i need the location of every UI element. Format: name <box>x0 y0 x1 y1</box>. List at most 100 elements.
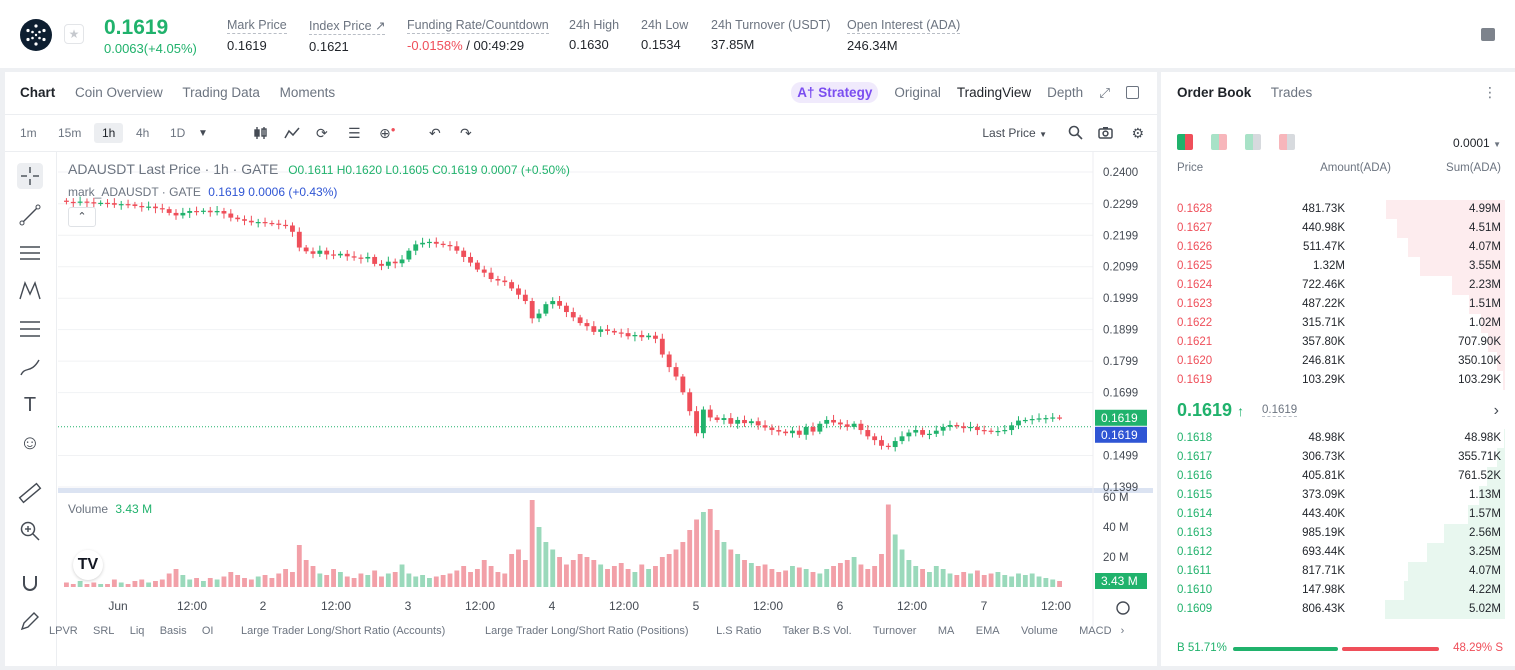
ask-row[interactable]: 0.1620 246.81K 350.10K <box>1161 352 1515 371</box>
bid-row[interactable]: 0.1618 48.98K 48.98K <box>1161 429 1515 448</box>
bid-row[interactable]: 0.1614 443.40K 1.57M <box>1161 505 1515 524</box>
chevron-right-icon[interactable]: › <box>1120 625 1125 637</box>
timeframe-15m[interactable]: 15m <box>58 126 82 140</box>
indicator-item[interactable]: Taker B.S Vol. <box>782 625 852 637</box>
indicator-item[interactable]: Volume <box>1021 625 1058 637</box>
chart-area[interactable]: 0.2400 0.2299 0.2199 0.2099 0.1999 0.1899 0.17… <box>58 152 1157 666</box>
emoji-icon[interactable]: ☺ <box>19 432 41 454</box>
fib-icon[interactable] <box>17 316 43 342</box>
pattern-icon[interactable] <box>17 278 43 304</box>
timeframe-dropdown-icon[interactable]: ▼ <box>198 128 208 139</box>
expand-icon[interactable]: ⤢ <box>1099 84 1110 100</box>
timeframe-1d[interactable]: 1D <box>170 126 186 140</box>
compare-icon[interactable]: ⟳ <box>316 125 328 141</box>
stat-mark-price[interactable]: Mark Price 0.1619 <box>227 18 287 53</box>
timeframe-4h[interactable]: 4h <box>136 126 150 140</box>
indicator-item[interactable]: Basis <box>159 625 187 637</box>
indicator-item[interactable]: L.S Ratio <box>716 625 762 637</box>
ruler-icon[interactable] <box>17 480 43 506</box>
brush-icon[interactable] <box>17 354 43 380</box>
tab-original[interactable]: Original <box>894 85 941 100</box>
stat-index-price[interactable]: Index Price ↗ 0.1621 <box>309 19 386 54</box>
timeframe-1m[interactable]: 1m <box>20 126 37 140</box>
indicator-item[interactable]: LPVR <box>49 625 78 637</box>
bid-row[interactable]: 0.1609 806.43K 5.02M <box>1161 600 1515 619</box>
ask-row[interactable]: 0.1625 1.32M 3.55M <box>1161 257 1515 276</box>
tab-chart[interactable]: Chart <box>20 85 56 100</box>
price-chart[interactable]: 0.2400 0.2299 0.2199 0.2099 0.1999 0.1899 0.17… <box>58 152 1157 626</box>
candle-body <box>98 202 104 205</box>
stat-funding-rate[interactable]: Funding Rate/Countdown -0.0158% / 00:49:… <box>407 18 549 53</box>
candle-body <box>406 250 412 260</box>
collapse-legend-button[interactable]: ⌃ <box>68 207 96 227</box>
pencil-icon[interactable] <box>17 608 43 634</box>
tab-depth[interactable]: Depth <box>1047 85 1084 100</box>
book-icon[interactable] <box>1481 28 1495 41</box>
view-bids-icon[interactable] <box>1245 134 1261 150</box>
horizontal-lines-icon[interactable] <box>17 240 43 266</box>
ask-row[interactable]: 0.1621 357.80K 707.90K <box>1161 333 1515 352</box>
tab-trading-data[interactable]: Trading Data <box>182 85 260 100</box>
bid-row[interactable]: 0.1615 373.09K 1.13M <box>1161 486 1515 505</box>
window-icon[interactable] <box>1126 86 1139 99</box>
volume-bar <box>379 576 384 587</box>
view-both-icon[interactable] <box>1177 134 1193 150</box>
camera-icon[interactable] <box>1098 125 1113 143</box>
bid-row[interactable]: 0.1610 147.98K 4.22M <box>1161 581 1515 600</box>
tab-tradingview[interactable]: TradingView <box>956 85 1032 100</box>
indicator-item[interactable]: MACD <box>1079 625 1112 637</box>
ask-row[interactable]: 0.1628 481.73K 4.99M <box>1161 200 1515 219</box>
candle-body <box>385 261 391 266</box>
ask-row[interactable]: 0.1626 511.47K 4.07M <box>1161 238 1515 257</box>
add-indicator-icon[interactable]: ⊕● <box>379 125 396 141</box>
tab-moments[interactable]: Moments <box>279 85 336 100</box>
candle-body <box>673 367 679 377</box>
ask-row[interactable]: 0.1622 315.71K 1.02M <box>1161 314 1515 333</box>
bid-row[interactable]: 0.1612 693.44K 3.25M <box>1161 543 1515 562</box>
tab-trades[interactable]: Trades <box>1270 85 1313 100</box>
indicator-item[interactable]: Liq <box>129 625 145 637</box>
bid-row[interactable]: 0.1617 306.73K 355.71K <box>1161 448 1515 467</box>
price-type-select[interactable]: Last Price ▼ <box>982 126 1047 140</box>
more-options-icon[interactable]: ⋮ <box>1483 84 1497 100</box>
ask-row[interactable]: 0.1624 722.46K 2.23M <box>1161 276 1515 295</box>
zoom-in-icon[interactable] <box>17 518 43 544</box>
chevron-right-icon[interactable]: › <box>1493 402 1499 419</box>
magnet-icon[interactable] <box>17 570 43 596</box>
indicator-item[interactable]: Large Trader Long/Short Ratio (Accounts) <box>241 625 446 637</box>
candle-body <box>837 422 843 425</box>
settings-gear-icon[interactable]: ⚙ <box>1131 125 1144 141</box>
bid-row[interactable]: 0.1611 817.71K 4.07M <box>1161 562 1515 581</box>
templates-icon[interactable]: ☰ <box>348 125 361 141</box>
trend-line-icon[interactable] <box>17 202 43 228</box>
indicators-icon[interactable] <box>284 125 300 144</box>
indicator-item[interactable]: EMA <box>975 625 1000 637</box>
strategy-button[interactable]: A† Strategy <box>791 82 879 103</box>
view-asks-icon[interactable] <box>1279 134 1295 150</box>
crosshair-icon[interactable] <box>17 163 43 189</box>
favorite-star-icon[interactable]: ★ <box>64 24 84 44</box>
undo-icon[interactable]: ↶ <box>429 125 441 141</box>
stat-open-interest[interactable]: Open Interest (ADA) 246.34M <box>847 18 961 53</box>
row-price: 0.1626 <box>1177 241 1213 253</box>
precision-select[interactable]: 0.0001 ▼ <box>1453 136 1501 150</box>
search-icon[interactable] <box>1068 125 1083 143</box>
candle-type-icon[interactable] <box>253 125 269 144</box>
tab-coin-overview[interactable]: Coin Overview <box>75 85 163 100</box>
ask-row[interactable]: 0.1619 103.29K 103.29K <box>1161 371 1515 390</box>
tab-order-book[interactable]: Order Book <box>1177 85 1252 100</box>
ask-row[interactable]: 0.1623 487.22K 1.51M <box>1161 295 1515 314</box>
timeframe-1h[interactable]: 1h <box>94 123 124 143</box>
indicator-item[interactable]: MA <box>937 625 955 637</box>
indicator-item[interactable]: OI <box>201 625 214 637</box>
text-tool-icon[interactable]: T <box>23 394 37 416</box>
redo-icon[interactable]: ↷ <box>460 125 472 141</box>
indicator-item[interactable]: Large Trader Long/Short Ratio (Positions… <box>484 625 689 637</box>
view-split-icon[interactable] <box>1211 134 1227 150</box>
bid-row[interactable]: 0.1613 985.19K 2.56M <box>1161 524 1515 543</box>
ask-row[interactable]: 0.1627 440.98K 4.51M <box>1161 219 1515 238</box>
indicator-item[interactable]: SRL <box>93 625 115 637</box>
indicator-item[interactable]: Turnover <box>872 625 917 637</box>
tradingview-logo[interactable]: TV <box>73 550 103 580</box>
bid-row[interactable]: 0.1616 405.81K 761.52K <box>1161 467 1515 486</box>
